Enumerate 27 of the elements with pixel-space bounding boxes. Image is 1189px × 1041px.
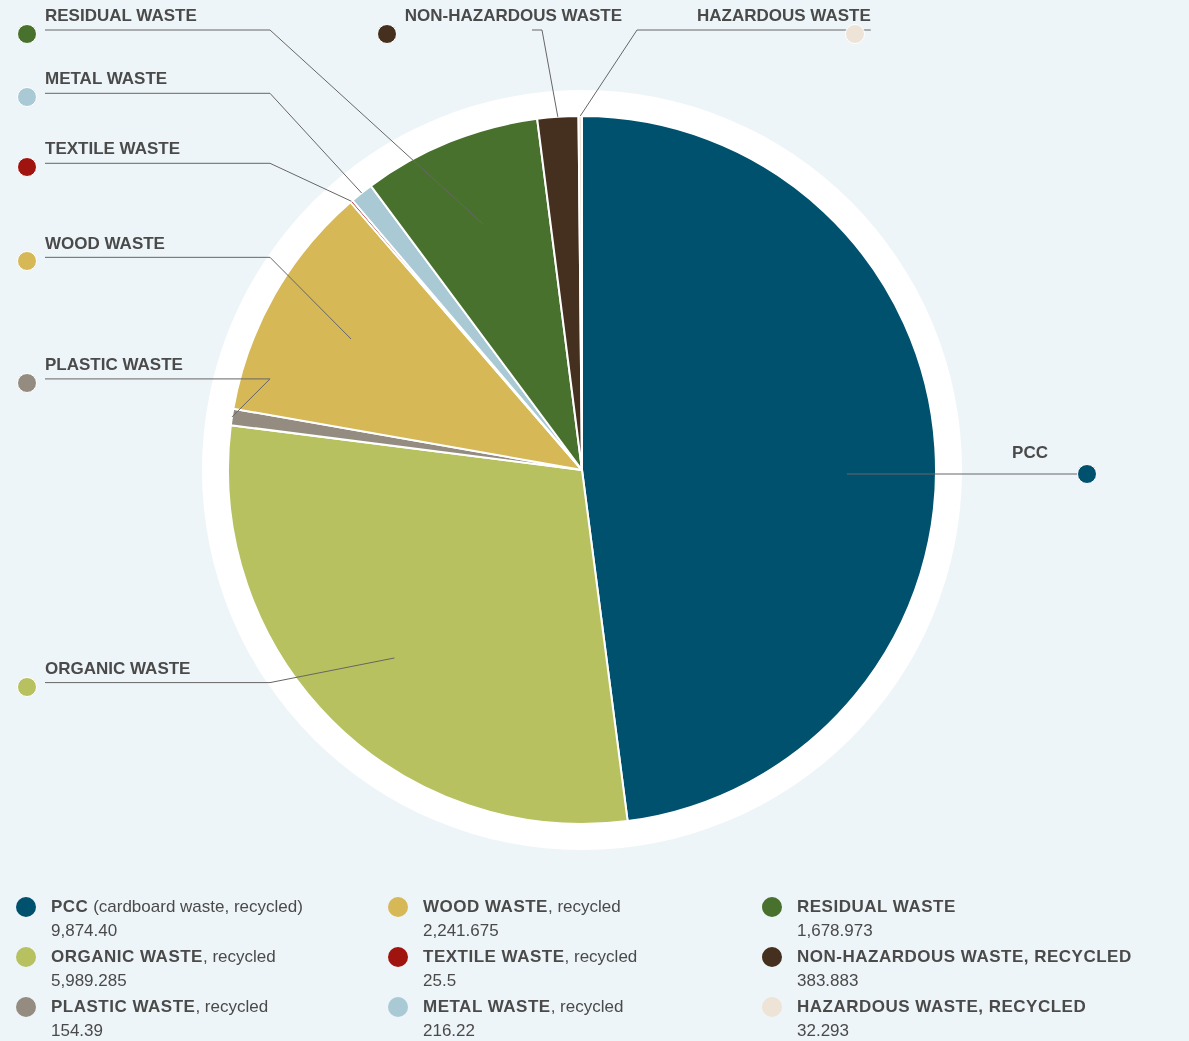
legend-label: PCC (cardboard waste, recycled) <box>51 897 303 916</box>
text: WOOD WASTE <box>45 233 165 253</box>
legend-label: HAZARDOUS WASTE, RECYCLED <box>797 997 1087 1016</box>
data-label: 216.22 <box>423 1021 475 1040</box>
text: TEXTILE WASTE <box>45 139 181 159</box>
data-label: 383.883 <box>797 971 859 990</box>
data-label: 32.293 <box>797 1021 849 1040</box>
data-label: 5,989.285 <box>51 971 127 990</box>
text: RESIDUAL WASTE <box>45 6 197 26</box>
text: ORGANIC WASTE <box>45 658 191 678</box>
data-label: 25.5 <box>423 971 457 990</box>
legend-label: NON-HAZARDOUS WASTE, RECYCLED <box>797 947 1132 966</box>
text: PCC <box>1012 443 1048 463</box>
data-label: 9,874.40 <box>51 921 118 940</box>
legend-label: WOOD WASTE, recycled <box>423 897 621 916</box>
data-label: 154.39 <box>51 1021 103 1040</box>
legend-label: PLASTIC WASTE, recycled <box>51 997 269 1016</box>
text: METAL WASTE <box>45 69 168 89</box>
text: PLASTIC WASTE <box>45 355 183 375</box>
text: HAZARDOUS WASTE <box>697 6 871 26</box>
data-label: 2,241.675 <box>423 921 499 940</box>
text: NON-HAZARDOUS WASTE <box>404 6 622 26</box>
legend-label: METAL WASTE, recycled <box>423 997 624 1016</box>
data-label: 1,678.973 <box>797 921 873 940</box>
legend-label: ORGANIC WASTE, recycled <box>51 947 276 966</box>
legend-label: RESIDUAL WASTE <box>797 897 956 916</box>
legend-label: TEXTILE WASTE, recycled <box>423 947 638 966</box>
